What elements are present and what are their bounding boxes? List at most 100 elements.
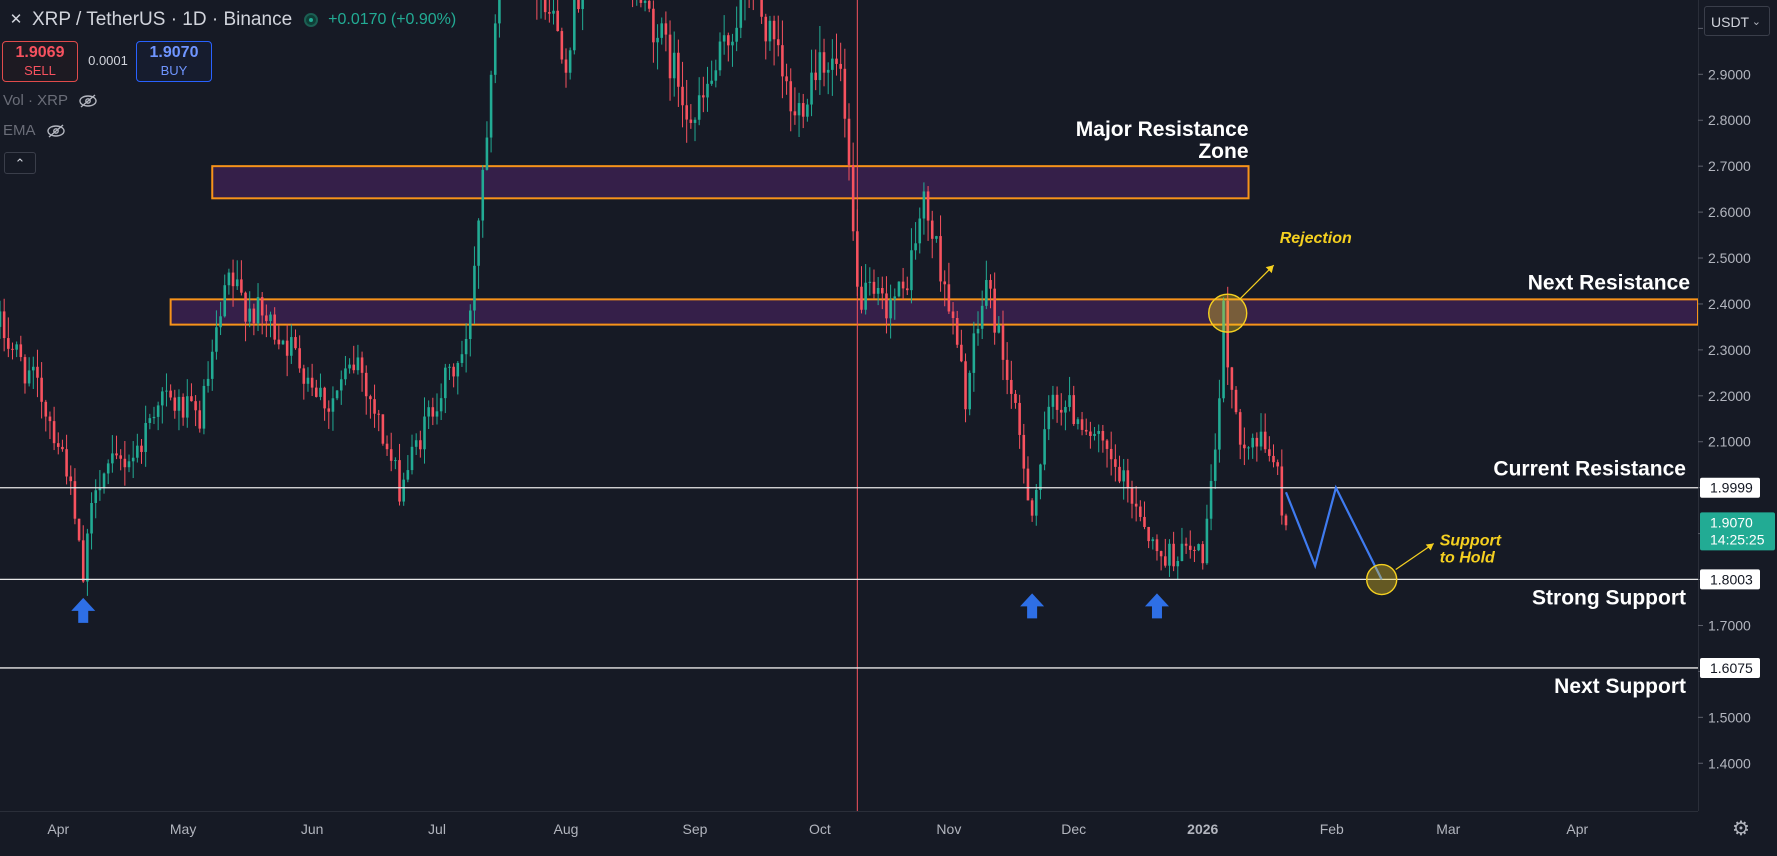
candle-body xyxy=(369,396,372,400)
candle-body xyxy=(385,443,389,450)
candle-body xyxy=(781,45,784,77)
candle-body xyxy=(926,191,930,221)
candle-body xyxy=(989,280,992,289)
candle-body xyxy=(485,137,489,170)
candle-body xyxy=(810,72,813,105)
level-price-tag xyxy=(1700,657,1760,678)
candle-body xyxy=(256,297,260,324)
candle-body xyxy=(215,327,218,352)
candle-body xyxy=(398,460,401,502)
candle-body xyxy=(789,81,793,112)
candle-body xyxy=(1084,429,1088,432)
buy-button[interactable]: 1.9070 BUY xyxy=(136,41,212,82)
candle-body xyxy=(7,338,10,349)
price-tick-label: 2.1000 xyxy=(1708,434,1751,450)
candle-body xyxy=(136,445,139,458)
projection-path xyxy=(1284,484,1383,581)
candle-body xyxy=(1143,516,1146,527)
indicator-volume[interactable]: Vol · XRP xyxy=(3,92,98,109)
currency-button[interactable]: USDT ⌄ xyxy=(1704,6,1770,36)
time-tick-label: Jul xyxy=(428,821,446,837)
rejection-arrow xyxy=(1239,264,1275,300)
indicator-ema[interactable]: EMA xyxy=(3,122,66,139)
candle-body xyxy=(731,41,734,46)
next-resistance-label: Next Resistance xyxy=(1528,271,1690,294)
candle-body xyxy=(1010,379,1013,394)
price-axis-bg xyxy=(1698,0,1777,856)
up-arrow-icon xyxy=(71,597,96,623)
candle-body xyxy=(90,502,93,534)
candle-body xyxy=(464,339,468,355)
eye-crossed-icon[interactable] xyxy=(46,123,66,138)
candle-body xyxy=(1068,395,1071,407)
candle-body xyxy=(1222,300,1225,399)
candle-body xyxy=(768,20,772,42)
candle-body xyxy=(235,279,239,287)
rejection-circle xyxy=(1208,293,1248,333)
candle-body xyxy=(310,377,314,388)
market-status-icon[interactable] xyxy=(304,13,319,27)
time-tick-label: Sep xyxy=(683,821,708,837)
candle-body xyxy=(15,344,18,350)
buy-price: 1.9070 xyxy=(149,44,199,61)
last-price-tag xyxy=(1700,512,1775,551)
candle-body xyxy=(352,364,356,371)
candle-body xyxy=(477,220,480,266)
candle-body xyxy=(468,310,472,340)
candle-body xyxy=(939,236,942,282)
up-arrow-icon xyxy=(1020,593,1045,619)
price-change: +0.0170 (+0.90%) xyxy=(328,11,457,28)
candle-body xyxy=(290,337,293,356)
candle-body xyxy=(1243,444,1246,449)
candle-body xyxy=(1230,367,1234,390)
sell-button[interactable]: 1.9069 SELL xyxy=(2,41,78,82)
resistance-zone-2 xyxy=(169,298,1698,326)
gear-icon[interactable]: ⚙ xyxy=(1732,818,1750,840)
candle-body xyxy=(839,63,842,69)
candle-body xyxy=(161,391,164,406)
candle-body xyxy=(69,476,73,482)
candle-body xyxy=(976,328,980,334)
candle-body xyxy=(431,407,435,417)
candle-body xyxy=(1168,543,1171,566)
candle-body xyxy=(169,390,172,398)
time-tick-label: Jun xyxy=(301,821,324,837)
candle-body xyxy=(1005,359,1009,380)
candle-body xyxy=(56,443,60,447)
level-price-tag xyxy=(1700,477,1760,498)
symbol-title[interactable]: XRP / TetherUS · 1D · Binance xyxy=(32,9,293,30)
candle-body xyxy=(964,361,967,410)
candle-body xyxy=(1247,447,1250,449)
candle-body xyxy=(1280,466,1284,516)
candle-body xyxy=(190,396,193,402)
candle-body xyxy=(435,411,439,417)
candle-body xyxy=(577,0,580,10)
candle-body xyxy=(1105,440,1109,449)
resistance-zone-1 xyxy=(211,165,1250,200)
time-tick-label: Apr xyxy=(47,821,69,837)
eye-crossed-icon[interactable] xyxy=(78,93,98,108)
candle-body xyxy=(498,0,501,24)
candle-body xyxy=(269,314,272,322)
candle-body xyxy=(277,339,281,345)
candle-body xyxy=(419,440,422,450)
candle-body xyxy=(52,421,56,444)
candle-body xyxy=(0,311,2,327)
candle-body xyxy=(847,118,851,165)
candle-body xyxy=(202,385,206,429)
candle-body xyxy=(273,314,276,340)
candle-body xyxy=(968,372,971,410)
candle-body xyxy=(165,390,168,392)
candle-body xyxy=(23,357,27,384)
candle-body xyxy=(552,10,555,14)
candle-body xyxy=(1155,539,1159,552)
chevron-up-icon[interactable]: ⌃ xyxy=(4,152,36,174)
candle-body xyxy=(86,533,89,582)
candle-body xyxy=(1093,433,1096,436)
candle-body xyxy=(1234,389,1238,413)
candle-body xyxy=(40,377,43,402)
candle-body xyxy=(1226,300,1230,368)
candle-body xyxy=(785,76,788,82)
